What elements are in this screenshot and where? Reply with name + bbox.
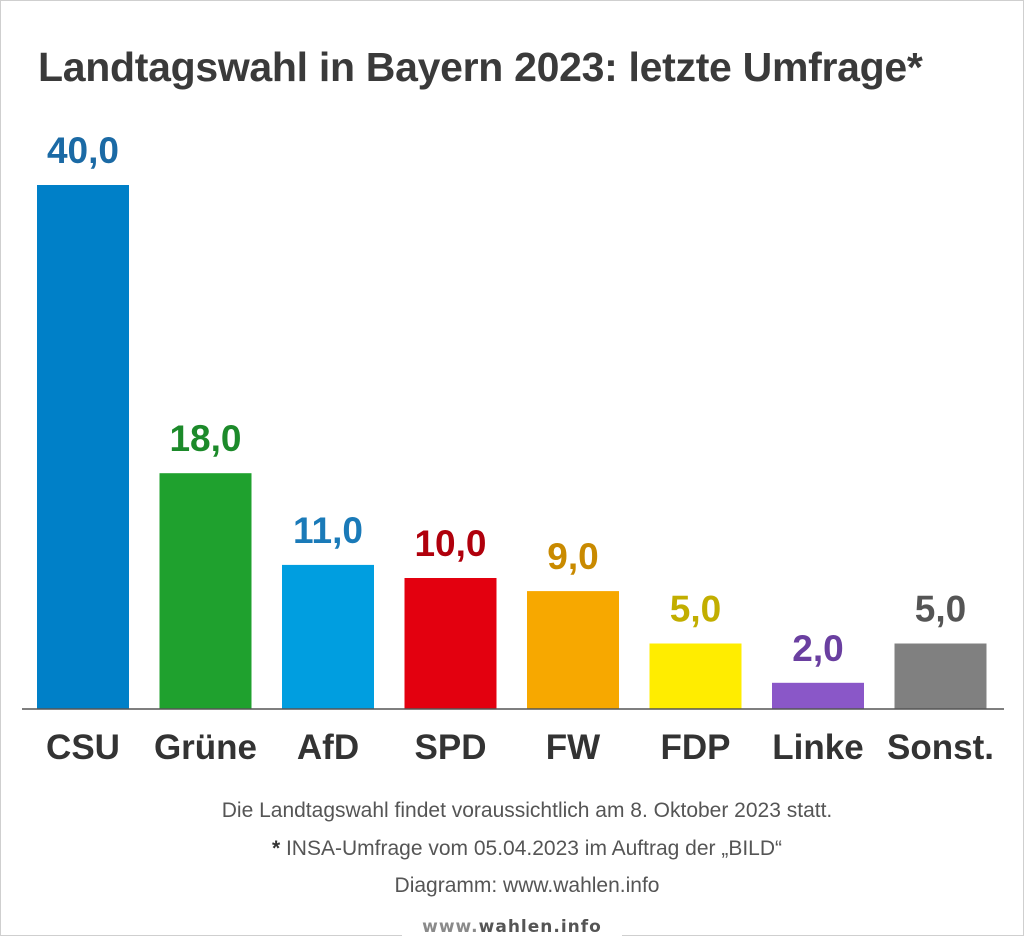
value-label-gruene: 18,0 <box>169 418 241 459</box>
value-label-linke: 2,0 <box>792 628 843 669</box>
bar-csu <box>37 185 129 709</box>
chart-title: Landtagswahl in Bayern 2023: letzte Umfr… <box>38 44 923 90</box>
bar-linke <box>772 682 864 709</box>
category-labels-group: CSU Grüne AfD SPD FW FDP Linke Sonst. <box>46 728 994 767</box>
footnote-credit: Diagramm: www.wahlen.info <box>394 874 660 897</box>
bars-group <box>37 185 987 709</box>
footnote-star: * <box>271 837 281 860</box>
bar-spd <box>404 578 497 709</box>
category-label-sonst: Sonst. <box>887 728 994 767</box>
value-label-fdp: 5,0 <box>670 589 721 630</box>
watermark-brand: wahlen.info <box>478 917 602 937</box>
value-label-fw: 9,0 <box>547 536 598 577</box>
bar-afd <box>282 564 374 709</box>
watermark-prefix: www. <box>422 917 479 937</box>
bar-chart: 40,0 18,0 11,0 10,0 9,0 5,0 2,0 5,0 CSU Grüne AfD… <box>22 130 1004 767</box>
value-label-sonst: 5,0 <box>915 589 966 630</box>
category-label-fdp: FDP <box>661 728 731 767</box>
footnote-election-date: Die Landtagswahl findet voraussichtlich … <box>221 799 833 822</box>
category-label-linke: Linke <box>772 728 863 767</box>
bar-sonst <box>894 643 987 709</box>
value-labels-group: 40,0 18,0 11,0 10,0 9,0 5,0 2,0 5,0 <box>47 130 966 669</box>
bar-fw <box>527 591 619 709</box>
bar-fdp <box>649 643 742 709</box>
category-label-gruene: Grüne <box>154 728 257 767</box>
bar-gruene <box>159 473 252 709</box>
value-label-spd: 10,0 <box>414 523 486 564</box>
value-label-csu: 40,0 <box>47 130 119 171</box>
category-label-afd: AfD <box>297 728 359 767</box>
watermark: www.wahlen.info <box>402 914 622 937</box>
category-label-spd: SPD <box>415 728 487 767</box>
footnote-source-text: INSA-Umfrage vom 05.04.2023 im Auftrag d… <box>280 837 783 860</box>
value-label-afd: 11,0 <box>293 510 363 551</box>
category-label-fw: FW <box>546 728 600 767</box>
footnote-source: * INSA-Umfrage vom 05.04.2023 im Auftrag… <box>0 837 1024 861</box>
category-label-csu: CSU <box>46 728 120 767</box>
